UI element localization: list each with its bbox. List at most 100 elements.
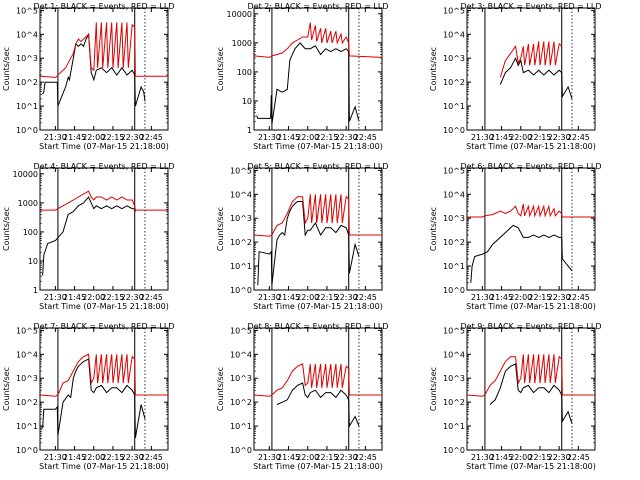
x-tick-label: 22:30 [121, 293, 144, 302]
x-tick-label: 21:45 [63, 453, 86, 462]
x-tick-label: 22:15 [528, 293, 551, 302]
series-events-line [276, 382, 360, 428]
y-tick-label: 10^2 [443, 78, 465, 87]
y-tick-label: 10^1 [443, 422, 465, 431]
x-tick-label: 21:45 [277, 293, 300, 302]
y-axis-label: Counts/sec [429, 207, 438, 251]
y-tick-label: 10^1 [16, 422, 38, 431]
x-axis-label: Start Time (07-Mar-15 21:18:00) [466, 302, 596, 311]
x-tick-label: 21:45 [63, 293, 86, 302]
panel-det-7: Det 7: BLACK = Events, RED = LLD 10^0 10^1… [2, 322, 174, 471]
x-axis-label: Start Time (07-Mar-15 21:18:00) [39, 142, 169, 151]
panel-det-5: Det 5: BLACK = Events, RED = LLD 10^0 10^1… [216, 162, 388, 311]
y-tick-label: 10 [28, 257, 38, 266]
x-tick-label: 21:30 [258, 293, 281, 302]
y-tick-label: 10^3 [230, 214, 252, 223]
y-tick-label: 10^0 [443, 126, 465, 135]
x-tick-label: 22:00 [296, 453, 319, 462]
x-tick-label: 21:30 [44, 293, 67, 302]
y-tick-label: 10^2 [16, 398, 38, 407]
x-tick-label: 22:30 [548, 293, 571, 302]
y-tick-label: 10^2 [230, 238, 252, 247]
x-tick-label: 22:45 [140, 293, 163, 302]
x-tick-label: 22:00 [509, 293, 532, 302]
y-tick-label: 10000 [13, 170, 38, 179]
y-tick-label: 10^4 [16, 30, 38, 39]
y-tick-label: 100 [23, 228, 38, 237]
y-tick-label: 10^0 [443, 446, 465, 455]
y-tick-label: 10^2 [16, 78, 38, 87]
series-lld-line [40, 22, 168, 78]
y-tick-label: 10^3 [230, 374, 252, 383]
y-tick-label: 10^5 [230, 166, 252, 175]
x-tick-label: 22:30 [548, 453, 571, 462]
y-tick-label: 10^1 [16, 102, 38, 111]
y-axis-label: Counts/sec [216, 47, 225, 91]
panel-det-8: Det 8: BLACK = Events, RED = LLD 10^0 10^1… [216, 322, 388, 471]
panel-title: Det 3: BLACK = Events, RED = LLD [461, 2, 602, 11]
panel-title: Det 6: BLACK = Events, RED = LLD [461, 162, 602, 171]
series-lld-line [40, 353, 168, 397]
y-tick-label: 10^5 [443, 6, 465, 15]
y-tick-label: 10^0 [16, 446, 38, 455]
y-tick-label: 10^4 [230, 350, 252, 359]
series-lld-line [254, 194, 382, 237]
x-tick-label: 21:45 [277, 453, 300, 462]
series-lld-line [499, 41, 563, 78]
y-tick-label: 10 [242, 97, 252, 106]
x-tick-label: 22:30 [335, 293, 358, 302]
y-tick-label: 10^3 [443, 214, 465, 223]
x-tick-label: 21:30 [44, 133, 67, 142]
x-tick-label: 21:30 [471, 293, 494, 302]
y-tick-label: 10^5 [16, 326, 38, 335]
y-tick-label: 10^2 [443, 238, 465, 247]
panel-title: Det 9: BLACK = Events, RED = LLD [461, 322, 602, 331]
y-tick-label: 1000 [18, 199, 38, 208]
x-tick-label: 22:00 [82, 453, 105, 462]
x-tick-label: 22:15 [101, 453, 124, 462]
y-tick-label: 1 [247, 126, 252, 135]
y-tick-label: 10^5 [230, 326, 252, 335]
x-tick-label: 22:00 [509, 453, 532, 462]
y-tick-label: 1 [33, 286, 38, 295]
y-tick-label: 10^1 [443, 262, 465, 271]
plot-frame [39, 7, 169, 131]
x-tick-label: 22:15 [528, 453, 551, 462]
x-tick-label: 22:00 [296, 293, 319, 302]
x-tick-label: 22:00 [296, 133, 319, 142]
x-tick-label: 22:15 [315, 133, 338, 142]
series-events-line [489, 363, 573, 424]
y-tick-label: 10^5 [16, 6, 38, 15]
y-tick-label: 10000 [227, 10, 252, 19]
x-tick-label: 22:15 [315, 453, 338, 462]
x-tick-label: 21:45 [490, 453, 513, 462]
plot-frame [39, 327, 169, 451]
plot-frame [466, 327, 596, 451]
y-tick-label: 10^1 [443, 102, 465, 111]
x-tick-label: 21:45 [490, 133, 513, 142]
plot-frame [466, 167, 596, 291]
series-events-line [256, 42, 360, 125]
y-tick-label: 10^3 [16, 374, 38, 383]
x-tick-label: 21:45 [490, 293, 513, 302]
y-axis-label: Counts/sec [2, 367, 11, 411]
x-axis-label: Start Time (07-Mar-15 21:18:00) [39, 462, 169, 471]
y-tick-label: 10^3 [16, 54, 38, 63]
series-lld-line [467, 203, 595, 218]
x-tick-label: 22:00 [82, 293, 105, 302]
x-tick-label: 22:45 [354, 293, 377, 302]
y-tick-label: 10^0 [230, 446, 252, 455]
y-tick-label: 10^5 [443, 326, 465, 335]
plot-frame [253, 7, 383, 131]
panel-det-9: Det 9: BLACK = Events, RED = LLD 10^0 10^1… [429, 322, 601, 471]
plot-frame [253, 327, 383, 451]
x-axis-label: Start Time (07-Mar-15 21:18:00) [466, 142, 596, 151]
panel-det-6: Det 6: BLACK = Events, RED = LLD 10^0 10^1… [429, 162, 601, 311]
y-tick-label: 10^1 [230, 262, 252, 271]
x-tick-label: 21:30 [471, 453, 494, 462]
y-axis-label: Counts/sec [216, 207, 225, 251]
series-events-line [42, 196, 136, 276]
x-tick-label: 22:45 [140, 453, 163, 462]
x-axis-label: Start Time (07-Mar-15 21:18:00) [253, 302, 383, 311]
